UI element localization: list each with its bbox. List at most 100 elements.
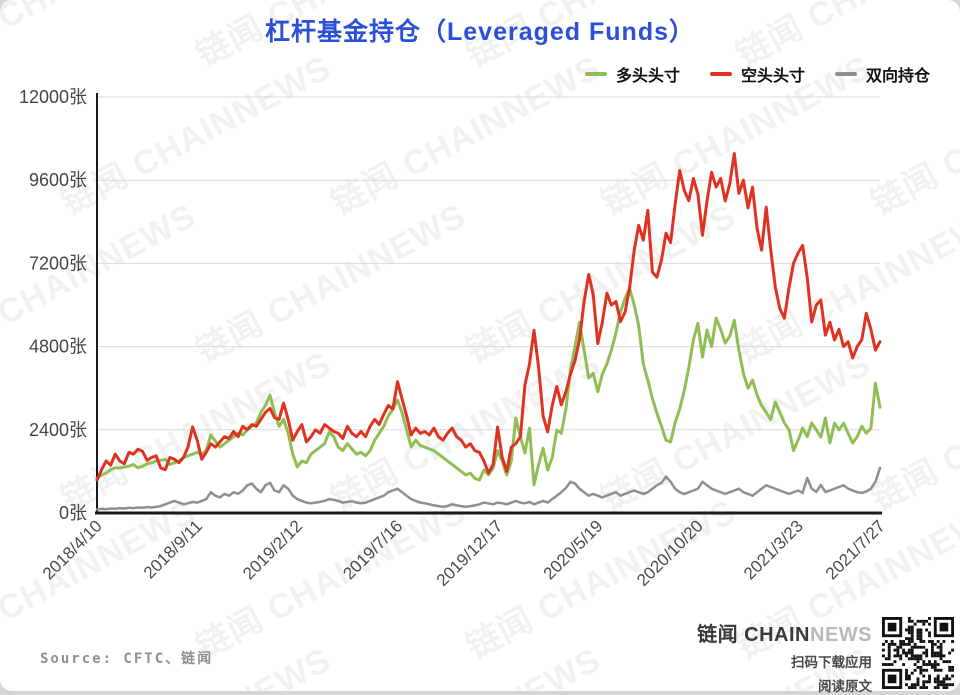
qr-module [951,668,954,672]
qr-module [913,642,917,646]
qr-module [910,625,914,629]
legend-label-both: 双向持仓 [865,68,930,85]
qr-module [925,654,929,658]
qr-module [910,651,914,655]
qr-module [910,631,914,635]
qr-module [945,674,949,678]
qr-module [902,648,906,652]
series-line-1 [95,152,882,482]
legend-item-short[interactable]: 空头头寸 [709,62,805,86]
qr-module [905,654,908,658]
qr-module [936,645,940,649]
qr-module [910,654,914,658]
qr-module [884,663,888,666]
qr-module [939,657,943,661]
qr-module [884,640,888,643]
legend-swatch-short [709,72,732,76]
qr-module [942,677,946,681]
qr-module [887,654,891,658]
qr-module [907,637,911,641]
qr-module [910,683,914,687]
qr-module [907,642,911,646]
qr-module [913,654,917,658]
qr-module [905,683,908,687]
qr-module [922,668,926,672]
qr-module [916,677,920,681]
qr-module [933,660,937,664]
qr-module [893,660,897,664]
qr-module [928,677,931,681]
qr-module [907,640,911,643]
qr-module [948,683,952,687]
qr-module [936,654,940,658]
legend-item-both[interactable]: 双向持仓 [834,62,930,86]
qr-module [939,622,949,632]
qr-module [913,663,917,666]
y-axis-label: 0张 [59,503,87,523]
qr-module [925,680,929,684]
qr-module [910,671,914,675]
qr-module [907,686,911,689]
qr-module [928,674,931,678]
qr-module [916,619,920,623]
qr-module [948,651,952,655]
legend-item-long[interactable]: 多头头寸 [584,62,680,86]
qr-module [942,654,946,658]
qr-module [882,654,885,658]
qr-module [919,668,923,672]
y-axis-label: 12000张 [19,87,87,107]
qr-module [916,680,920,684]
qr-module [939,645,943,649]
qr-module [948,665,952,669]
qr-module [925,619,929,623]
qr-module [922,619,926,623]
qr-module [936,674,940,678]
qr-module [925,668,929,672]
qr-module [905,628,908,632]
qr-module [896,648,900,652]
qr-module [922,674,926,678]
qr-module [930,648,934,652]
x-axis-label: 2019/7/16 [339,516,406,583]
qr-module [907,677,911,681]
qr-module [928,660,931,664]
qr-module [945,660,949,664]
qr-module [896,651,900,655]
qr-module [890,640,894,643]
qr-module [884,657,888,661]
qr-module [916,683,920,687]
qr-module [951,648,954,652]
qr-module [922,660,926,664]
qr-module [933,665,937,669]
qr-module [928,634,931,638]
qr-module [916,631,920,635]
qr-module [919,645,923,649]
qr-module [919,631,923,635]
qr-module [916,665,920,669]
qr-module [942,686,946,689]
x-axis-label: 2018/4/10 [39,516,106,583]
qr-module [928,631,931,635]
qr-module [907,651,911,655]
qr-module [899,642,903,646]
qr-module [882,648,885,652]
qr-module [907,617,911,620]
qr-module [887,651,891,655]
source-note: Source: CFTC、链闻 [40,651,214,667]
qr-module [930,642,934,646]
qr-module [936,677,940,681]
brand-news-text: NEWS [810,624,872,646]
qr-module [913,645,917,649]
qr-module [896,654,900,658]
qr-module [887,642,891,646]
qr-module [899,657,903,661]
qr-module [899,645,903,649]
qr-module [936,640,940,643]
series-line-0 [95,286,882,487]
qr-module [899,640,903,643]
qr-module [936,680,940,684]
qr-module [939,642,943,646]
qr-module [919,634,923,638]
qr-module [930,654,934,658]
qr-module [882,663,885,666]
